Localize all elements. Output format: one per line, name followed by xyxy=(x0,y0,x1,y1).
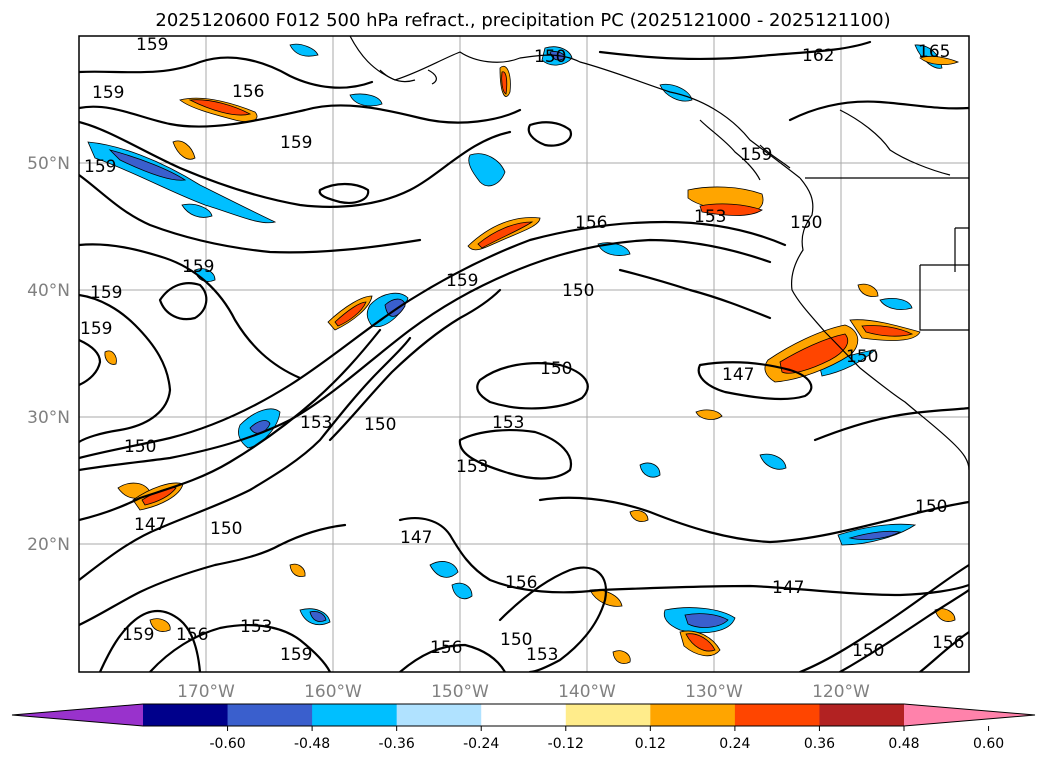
contour-label: 159 xyxy=(280,133,312,153)
contour-label: 150 xyxy=(124,437,156,457)
coastlines xyxy=(349,36,969,471)
lon-label: 150°W xyxy=(431,682,489,702)
latitude-labels: 50°N 40°N 30°N 20°N xyxy=(27,154,70,555)
contour-label: 159 xyxy=(80,319,112,339)
colorbar-segment xyxy=(227,704,313,726)
contour-label: 150 xyxy=(846,347,878,367)
colorbar-tick-label: 0.24 xyxy=(719,736,750,752)
colorbar-tick-label: -0.12 xyxy=(548,736,584,752)
contour-labels: 159 156 159 162 165 159 159 159 156 153 … xyxy=(80,35,964,665)
colorbar-extend-max xyxy=(904,704,1035,726)
contour-label: 156 xyxy=(505,573,537,593)
contour-label: 153 xyxy=(694,207,726,227)
lon-label: 120°W xyxy=(812,682,870,702)
refractivity-contours xyxy=(79,40,969,672)
contour-label: 150 xyxy=(915,497,947,517)
colorbar-tick-label: 0.36 xyxy=(804,736,835,752)
colorbar-tick-label: 0.12 xyxy=(635,736,666,752)
contour-label: 153 xyxy=(456,457,488,477)
contour-label: 156 xyxy=(232,82,264,102)
precip-shading xyxy=(87,43,960,664)
contour-label: 156 xyxy=(176,625,208,645)
colorbar-tick-label: -0.24 xyxy=(463,736,499,752)
contour-label: 153 xyxy=(240,617,272,637)
contour-label: 150 xyxy=(562,281,594,301)
contour-label: 153 xyxy=(492,413,524,433)
contour-label: 150 xyxy=(540,359,572,379)
lat-label: 30°N xyxy=(27,408,70,428)
lon-label: 140°W xyxy=(558,682,616,702)
contour-label: 150 xyxy=(790,213,822,233)
contour-label: 162 xyxy=(802,46,834,66)
colorbar-tick-label: -0.36 xyxy=(379,736,415,752)
map-frame xyxy=(78,35,970,673)
colorbar-segment xyxy=(734,704,820,726)
longitude-labels: 170°W 160°W 150°W 140°W 130°W 120°W xyxy=(177,682,870,702)
contour-label: 153 xyxy=(526,645,558,665)
colorbar-tick-label: 0.48 xyxy=(888,736,919,752)
colorbar-tick-label: 0.60 xyxy=(973,736,1004,752)
lon-label: 160°W xyxy=(304,682,362,702)
contour-label: 147 xyxy=(134,515,166,535)
colorbar-tick-label: -0.60 xyxy=(209,736,245,752)
contour-label: 147 xyxy=(400,528,432,548)
contour-label: 159 xyxy=(280,645,312,665)
contour-label: 159 xyxy=(90,283,122,303)
contour-label: 156 xyxy=(430,638,462,658)
contour-label: 150 xyxy=(364,415,396,435)
colorbar-segment xyxy=(143,704,229,726)
colorbar-extend-min xyxy=(12,704,143,726)
colorbar-segment xyxy=(819,704,905,726)
contour-label: 153 xyxy=(300,413,332,433)
contour-label: 150 xyxy=(852,641,884,661)
colorbar-segment xyxy=(481,704,567,726)
lat-label: 40°N xyxy=(27,281,70,301)
colorbar-segment xyxy=(396,704,482,726)
contour-label: 159 xyxy=(740,145,772,165)
contour-label: 147 xyxy=(772,578,804,598)
colorbar-segment xyxy=(650,704,736,726)
contour-label: 159 xyxy=(84,157,116,177)
colorbar-segment xyxy=(312,704,398,726)
contour-label: 159 xyxy=(182,257,214,277)
colorbar-outline xyxy=(11,703,1036,727)
contour-label: 159 xyxy=(446,271,478,291)
contour-label: 159 xyxy=(136,35,168,55)
lon-label: 130°W xyxy=(685,682,743,702)
contour-label: 147 xyxy=(722,365,754,385)
contour-label: 150 xyxy=(534,47,566,67)
colorbar: -0.60 -0.48 -0.36 -0.24 -0.12 0.12 0.24 0.36 0.4… xyxy=(11,703,1036,752)
colorbar-tick-label: -0.48 xyxy=(294,736,330,752)
contour-label: 165 xyxy=(918,42,950,62)
map-panel: 159 156 159 162 165 159 159 159 156 153 … xyxy=(78,35,970,673)
contour-label: 156 xyxy=(932,633,964,653)
contour-label: 150 xyxy=(500,630,532,650)
lat-label: 20°N xyxy=(27,535,70,555)
contour-label: 156 xyxy=(575,213,607,233)
map-title: 2025120600 F012 500 hPa refract., precip… xyxy=(155,10,890,31)
colorbar-segment xyxy=(565,704,651,726)
contour-label: 159 xyxy=(92,83,124,103)
contour-label: 150 xyxy=(210,519,242,539)
lon-label: 170°W xyxy=(177,682,235,702)
lat-label: 50°N xyxy=(27,154,70,174)
contour-label: 159 xyxy=(122,625,154,645)
